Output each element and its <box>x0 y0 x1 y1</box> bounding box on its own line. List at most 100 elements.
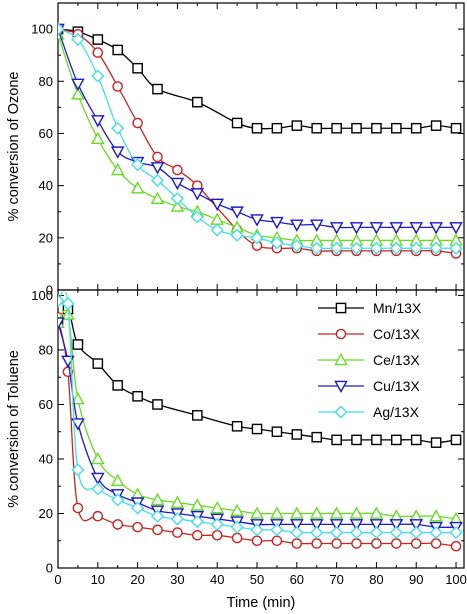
data-point-ce-13x <box>170 199 185 212</box>
data-point-co-13x <box>331 538 342 549</box>
data-point-ag-13x <box>270 236 284 250</box>
data-point-cu-13x <box>449 222 463 235</box>
data-point-ag-13x <box>61 297 75 311</box>
data-point-ag-13x <box>369 241 384 255</box>
data-point-co-13x <box>152 151 163 163</box>
data-point-mn-13x <box>291 120 303 131</box>
data-point-ag-13x <box>449 525 463 540</box>
y-tick-label: 80 <box>39 342 53 357</box>
data-point-cu-13x <box>230 206 244 219</box>
data-point-mn-13x <box>192 410 203 421</box>
data-point-cu-13x <box>190 188 205 201</box>
data-point-ag-13x <box>230 520 244 534</box>
data-point-ag-13x <box>409 241 423 255</box>
data-point-ag-13x <box>310 525 324 540</box>
x-tick-label: 50 <box>250 572 264 587</box>
data-point-mn-13x <box>132 62 143 74</box>
ozone-y-axis-label: % conversion of Ozone <box>6 72 22 222</box>
data-point-ag-13x <box>210 517 224 531</box>
data-point-cu-13x <box>150 162 165 175</box>
data-point-ag-13x <box>349 241 364 255</box>
data-point-mn-13x <box>391 122 402 134</box>
data-point-ag-13x <box>230 228 244 242</box>
data-point-ag-13x <box>190 515 204 529</box>
data-point-co-13x <box>410 538 422 549</box>
data-point-mn-13x <box>251 423 263 435</box>
data-point-mn-13x <box>331 434 342 446</box>
data-point-mn-13x <box>112 380 124 391</box>
data-point-ag-13x <box>409 525 423 540</box>
y-tick-label: 100 <box>31 22 53 37</box>
y-tick-label: 20 <box>39 230 53 245</box>
x-tick-label: 100 <box>445 572 467 587</box>
data-point-ag-13x <box>150 173 165 188</box>
data-point-ce-13x <box>61 307 75 320</box>
legend-marker <box>334 352 348 366</box>
data-point-mn-13x <box>132 390 143 402</box>
data-point-cu-13x <box>309 519 324 532</box>
data-point-co-13x <box>291 538 303 549</box>
data-point-co-13x <box>251 535 263 547</box>
data-point-ag-13x <box>170 512 185 526</box>
data-point-ce-13x <box>58 27 65 40</box>
data-point-mn-13x <box>92 34 104 45</box>
data-point-cu-13x <box>389 222 404 235</box>
legend-marker <box>335 328 347 340</box>
data-point-ag-13x <box>429 241 443 255</box>
data-point-ag-13x <box>111 121 125 135</box>
data-point-cu-13x <box>409 222 424 235</box>
x-axis-label: Time (min) <box>227 595 296 611</box>
series-line-cu-13x <box>58 322 457 528</box>
data-point-ag-13x <box>150 509 165 523</box>
data-point-mn-13x <box>371 434 382 446</box>
data-point-ce-13x <box>110 473 125 487</box>
legend-label: Ag/13X <box>373 404 420 420</box>
series-line-ce-13x <box>58 34 457 242</box>
x-tick-label: 70 <box>329 572 343 587</box>
data-point-mn-13x <box>410 434 422 446</box>
data-point-mn-13x <box>112 44 124 56</box>
data-point-mn-13x <box>92 358 104 369</box>
data-point-co-13x <box>132 521 143 533</box>
data-point-ag-13x <box>389 241 403 255</box>
data-point-ag-13x <box>250 231 264 245</box>
data-point-ce-13x <box>130 181 145 194</box>
toluene-conversion-panel: 0 20 40 60 80 100 0 10 20 30 40 50 60 70 80 90 100 % conv… <box>6 288 467 611</box>
data-point-ag-13x <box>190 210 204 224</box>
data-point-cu-13x <box>349 519 364 532</box>
data-point-co-13x <box>192 529 203 541</box>
x-tick-label: 0 <box>54 572 61 587</box>
data-point-co-13x <box>92 47 104 58</box>
data-point-cu-13x <box>290 219 304 232</box>
data-point-cu-13x <box>349 222 364 235</box>
data-point-ag-13x <box>210 223 224 237</box>
data-point-mn-13x <box>331 122 342 134</box>
data-point-cu-13x <box>329 222 344 235</box>
data-point-cu-13x <box>91 115 105 128</box>
ozone-conversion-panel: 0 20 40 60 80 100 % conversion of Ozone <box>6 2 465 298</box>
data-point-mn-13x <box>410 122 422 134</box>
data-point-ag-13x <box>58 294 65 308</box>
data-point-ce-13x <box>369 506 384 519</box>
data-point-cu-13x <box>409 519 424 532</box>
data-point-ce-13x <box>210 212 224 225</box>
y-tick-label: 0 <box>46 283 53 298</box>
data-point-mn-13x <box>351 122 362 134</box>
data-point-mn-13x <box>152 83 163 95</box>
x-tick-label: 60 <box>290 572 304 587</box>
data-point-mn-13x <box>192 96 203 108</box>
data-point-mn-13x <box>271 122 283 134</box>
data-point-ag-13x <box>389 525 403 540</box>
data-point-ce-13x <box>290 506 304 519</box>
data-point-mn-13x <box>231 117 243 129</box>
data-point-mn-13x <box>351 434 362 446</box>
data-point-ag-13x <box>349 525 364 540</box>
data-point-co-13x <box>112 81 124 92</box>
data-point-mn-13x <box>291 429 303 440</box>
data-point-co-13x <box>92 510 104 522</box>
data-point-ag-13x <box>131 501 145 515</box>
ozone-series-group <box>58 22 463 259</box>
data-point-mn-13x <box>430 120 442 131</box>
data-point-ce-13x <box>190 498 205 511</box>
data-point-ce-13x <box>210 500 224 514</box>
